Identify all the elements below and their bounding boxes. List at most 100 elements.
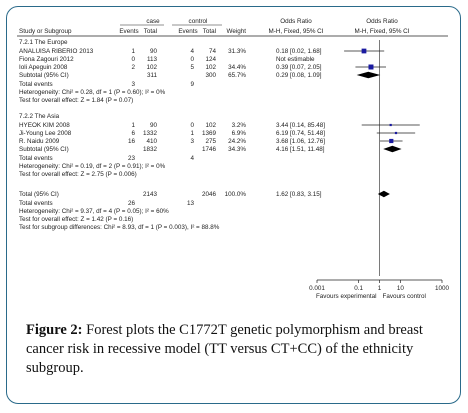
overall-total-events-e2: 13 [187, 200, 195, 207]
total-label: Total (95% CI) [19, 191, 59, 198]
study-e2-3: 0 [190, 122, 194, 129]
study-e1-4: 6 [131, 130, 135, 137]
study-ci-0: 0.18 [0.02, 1.68] [276, 48, 322, 55]
col-study-header: Study or Subgroup [19, 28, 72, 35]
overall-total-events-e1: 26 [128, 200, 136, 207]
subtotal-t2-1: 1746 [202, 146, 217, 153]
col-total2-header: Total [203, 28, 216, 35]
study-weight-5: 24.2% [228, 138, 246, 145]
overall-effect-1: Test for overall effect: Z = 2.75 (P = 0… [19, 171, 137, 178]
study-t1-5: 410 [146, 138, 157, 145]
study-t2-0: 74 [209, 48, 217, 55]
or-title-left: Odds Ratio [280, 18, 312, 25]
subtotal-diamond-1 [383, 145, 402, 153]
total-weight: 100.0% [225, 191, 247, 198]
x-tick-label-0: 0.001 [309, 285, 325, 292]
or-title-right: Odds Ratio [366, 18, 398, 25]
study-e2-0: 4 [190, 48, 194, 55]
study-marker-0 [361, 48, 367, 54]
col-weight-header: Weight [227, 28, 247, 35]
study-weight-4: 6.9% [232, 130, 247, 137]
overall-effect-0: Test for overall effect: Z = 1.84 (P = 0… [19, 97, 133, 104]
subgroup-differences: Test for subgroup differences: Chi² = 8.… [19, 224, 220, 231]
study-e2-1: 0 [190, 56, 194, 63]
total-events-e2-0: 9 [190, 81, 194, 88]
study-name-0: ANALUISA RIBERIO 2013 [19, 48, 94, 55]
study-e1-3: 1 [131, 122, 135, 129]
subgroup-title-0: 7.2.1 The Europe [19, 39, 68, 46]
col-total1-header: Total [144, 28, 157, 35]
study-t1-0: 90 [150, 48, 158, 55]
study-e1-2: 2 [131, 64, 135, 71]
study-ci-5: 3.68 [1.06, 12.76] [276, 138, 325, 145]
study-name-3: HYEOK KIM 2008 [19, 122, 70, 129]
overall-test: Test for overall effect: Z = 1.42 (P = 0… [19, 216, 133, 223]
study-ci-1: Not estimable [276, 56, 315, 63]
total-events-e1-0: 3 [131, 81, 135, 88]
total-t1: 2143 [143, 191, 158, 198]
col-or-header: M-H, Fixed, 95% CI [269, 28, 324, 35]
study-t2-4: 1369 [202, 130, 217, 137]
study-e2-5: 3 [190, 138, 194, 145]
study-e2-4: 1 [190, 130, 194, 137]
subtotal-t2-0: 300 [205, 72, 216, 79]
total-events-label-0: Total events [19, 81, 53, 88]
study-weight-3: 3.2% [232, 122, 247, 129]
forest-plot: case control Odds Ratio Odds Ratio Study or … [17, 18, 450, 300]
study-t1-3: 90 [150, 122, 158, 129]
subtotal-t1-1: 1832 [143, 146, 158, 153]
figure-caption: Figure 2: Forest plots the C1772T geneti… [26, 321, 446, 378]
subtotal-weight-1: 34.3% [228, 146, 246, 153]
subtotal-ci-1: 4.16 [1.51, 11.48] [276, 146, 325, 153]
study-name-5: R. Naidu 2009 [19, 138, 60, 145]
overall-total-events-label: Total events [19, 200, 53, 207]
total-events-e2-1: 4 [190, 155, 194, 162]
subtotal-diamond-0 [356, 71, 381, 79]
total-events-label-1: Total events [19, 155, 53, 162]
caption-label: Figure 2: [26, 322, 83, 338]
subtotal-t1-0: 311 [147, 72, 158, 79]
study-marker-3 [389, 123, 392, 127]
favours-left: Favours experimental [316, 293, 377, 300]
study-t1-2: 102 [146, 64, 157, 71]
favours-right: Favours control [383, 293, 426, 300]
figure-frame [6, 6, 461, 404]
total-diamond [377, 190, 390, 198]
study-e2-2: 5 [190, 64, 194, 71]
x-tick-label-3: 10 [397, 285, 405, 292]
study-weight-2: 34.4% [228, 64, 246, 71]
study-t1-4: 1332 [143, 130, 158, 137]
subtotal-weight-0: 65.7% [228, 72, 246, 79]
study-t2-5: 275 [205, 138, 216, 145]
study-e1-0: 1 [131, 48, 135, 55]
subtotal-ci-0: 0.29 [0.08, 1.09] [276, 72, 322, 79]
col-events1-header: Events [119, 28, 138, 35]
study-name-4: Ji-Young Lee 2008 [19, 130, 72, 137]
total-t2: 2046 [202, 191, 217, 198]
heterogeneity-0: Heterogeneity: Chi² = 0.28, df = 1 (P = … [19, 89, 166, 96]
col-events2-header: Events [178, 28, 197, 35]
overall-heterogeneity: Heterogeneity: Chi² = 9.37, df = 4 (P = … [19, 208, 169, 215]
study-t2-1: 124 [205, 56, 216, 63]
study-ci-3: 3.44 [0.14, 85.48] [276, 122, 325, 129]
subgroup-title-1: 7.2.2 The Asia [19, 113, 60, 120]
subtotal-label-1: Subtotal (95% CI) [19, 146, 69, 153]
study-ci-2: 0.39 [0.07, 2.05] [276, 64, 322, 71]
study-marker-4 [394, 131, 398, 135]
x-tick-label-2: 1 [378, 285, 382, 292]
study-t2-3: 102 [205, 122, 216, 129]
col-or2-header: M-H, Fixed, 95% CI [355, 28, 410, 35]
total-events-e1-1: 23 [128, 155, 136, 162]
group1-header: case [146, 18, 160, 25]
x-tick-label-1: 0.1 [354, 285, 363, 292]
total-ci: 1.62 [0.83, 3.15] [276, 191, 322, 198]
study-marker-5 [389, 138, 394, 144]
heterogeneity-1: Heterogeneity: Chi² = 0.19, df = 2 (P = … [19, 163, 166, 170]
study-ci-4: 6.19 [0.74, 51.48] [276, 130, 325, 137]
subtotal-label-0: Subtotal (95% CI) [19, 72, 69, 79]
study-name-2: Ioli Apeguin 2008 [19, 64, 68, 71]
x-tick-label-4: 1000 [435, 285, 450, 292]
study-e1-5: 16 [128, 138, 136, 145]
study-t1-1: 113 [147, 56, 158, 63]
study-name-1: Fiona Zagouri 2012 [19, 56, 74, 63]
